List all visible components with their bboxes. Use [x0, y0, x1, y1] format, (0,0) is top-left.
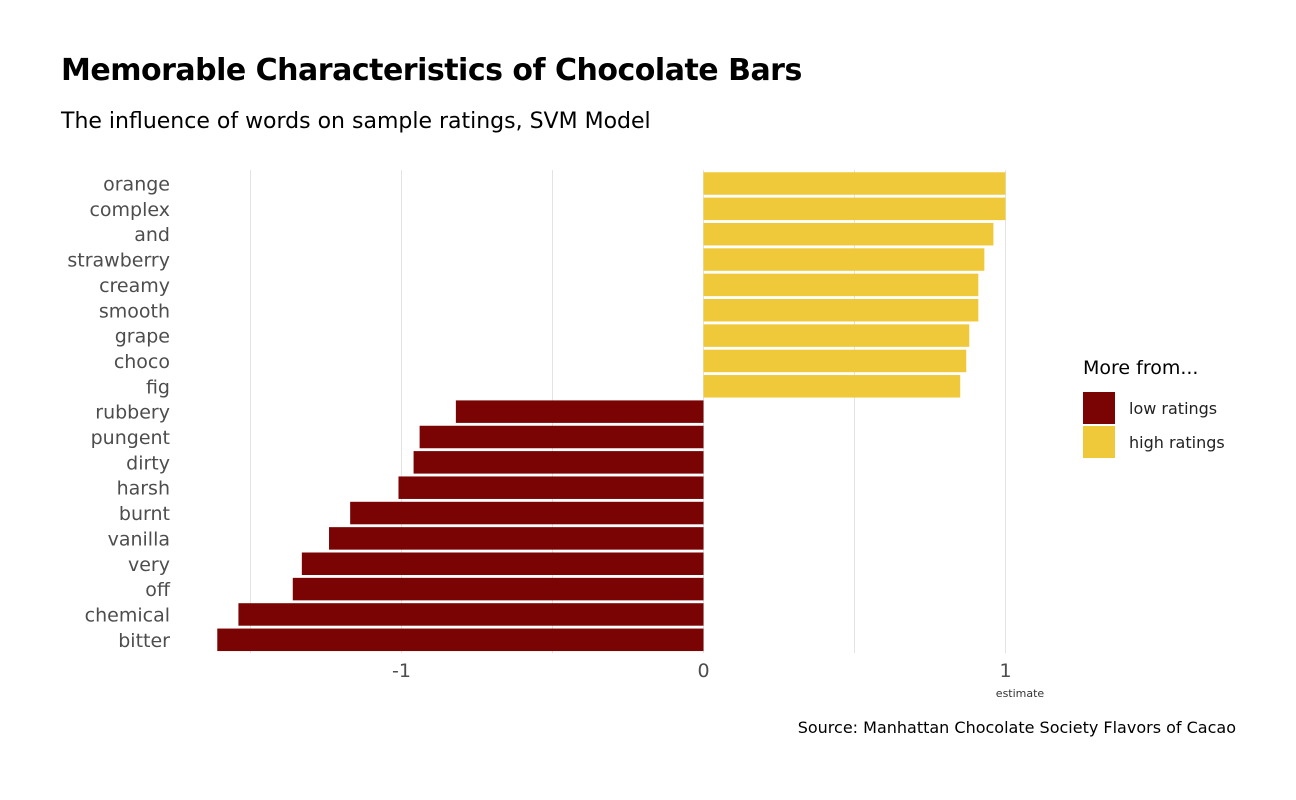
legend-key-high	[1083, 426, 1115, 458]
bar-off	[292, 577, 704, 601]
bar-creamy	[703, 273, 979, 297]
y-tick-label: creamy	[99, 275, 170, 297]
legend-title: More from...	[1083, 357, 1199, 379]
bars	[217, 172, 1006, 652]
y-tick-label: strawberry	[67, 250, 170, 272]
y-tick-label: smooth	[99, 300, 170, 322]
legend-label-low: low ratings	[1129, 398, 1218, 418]
bar-and	[703, 222, 994, 246]
y-tick-label: complex	[89, 199, 170, 221]
x-tick-label: 1	[999, 660, 1011, 682]
x-tick-labels: -1 0 1	[392, 660, 1012, 682]
bar-rubbery	[455, 400, 704, 423]
bar-smooth	[703, 299, 979, 322]
bar-very	[301, 552, 704, 575]
bar-orange	[703, 172, 1006, 195]
bar-complex	[703, 197, 1006, 221]
bar-choco	[703, 349, 967, 373]
bar-strawberry	[703, 248, 985, 271]
bar-bitter	[217, 628, 704, 652]
y-tick-label: chemical	[85, 604, 170, 626]
y-tick-label: choco	[114, 351, 170, 373]
bar-pungent	[419, 425, 704, 449]
y-tick-label: fig	[146, 376, 170, 398]
bar-burnt	[350, 501, 704, 525]
y-tick-label: burnt	[119, 503, 170, 525]
bar-harsh	[398, 476, 704, 499]
y-tick-label: orange	[103, 174, 170, 196]
legend-label-high: high ratings	[1129, 432, 1225, 452]
y-tick-label: dirty	[126, 452, 170, 474]
y-tick-label: very	[128, 554, 170, 576]
legend: More from... low ratings high ratings	[1083, 357, 1225, 459]
legend-item-high: high ratings	[1083, 425, 1225, 459]
x-tick-label: 0	[697, 660, 709, 682]
y-tick-label: and	[134, 224, 170, 246]
bar-grape	[703, 324, 970, 347]
legend-item-low: low ratings	[1083, 391, 1225, 425]
y-tick-label: harsh	[117, 478, 170, 500]
y-tick-label: rubbery	[95, 402, 170, 424]
y-tick-label: bitter	[118, 630, 170, 652]
y-tick-label: vanilla	[108, 528, 170, 550]
bar-fig	[703, 375, 961, 398]
y-tick-labels: orange complex and strawberry creamy smooth gr…	[67, 174, 171, 652]
bar-chemical	[238, 603, 704, 626]
x-tick-label: -1	[392, 660, 411, 682]
y-tick-label: pungent	[91, 427, 170, 449]
x-axis-label: estimate	[996, 687, 1045, 700]
y-tick-label: grape	[115, 326, 170, 348]
bar-dirty	[413, 451, 704, 474]
chart-title: Memorable Characteristics of Chocolate B…	[61, 53, 802, 88]
chart-subtitle: The influence of words on sample ratings…	[61, 109, 651, 134]
source-caption: Source: Manhattan Chocolate Society Flav…	[797, 718, 1236, 737]
legend-key-low	[1083, 392, 1115, 424]
y-tick-label: off	[145, 579, 171, 601]
bar-vanilla	[329, 527, 704, 550]
